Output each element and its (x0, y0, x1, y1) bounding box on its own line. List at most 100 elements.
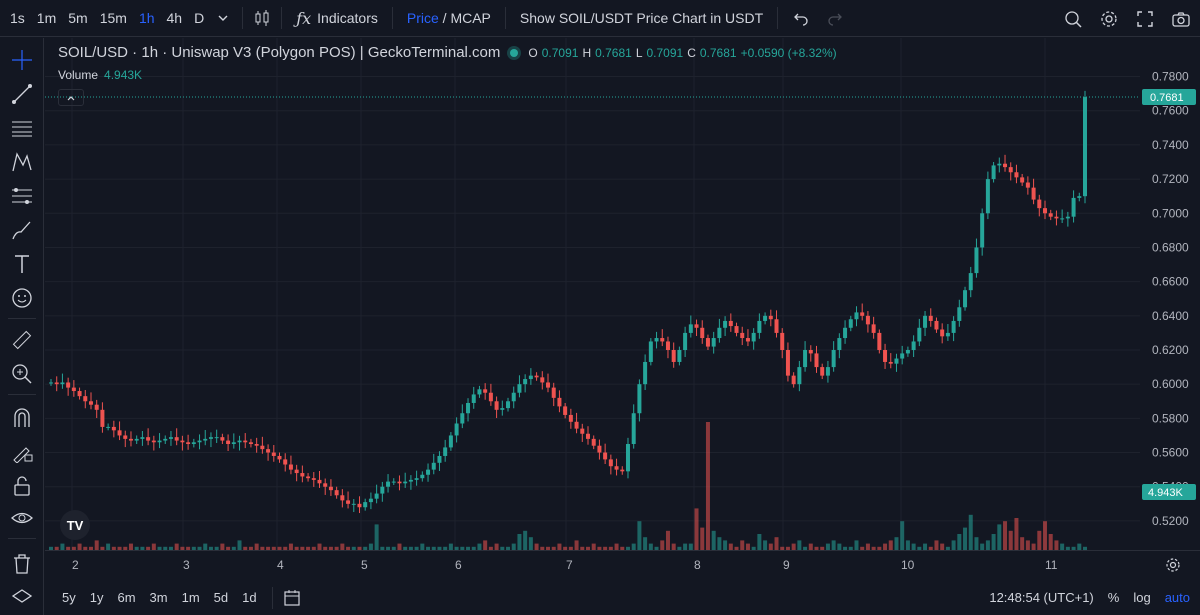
redo-icon[interactable] (824, 7, 846, 29)
price-tick-label: 0.5200 (1152, 514, 1189, 528)
candle-body (357, 503, 362, 508)
range-1m[interactable]: 1m (181, 590, 200, 605)
candle-body (968, 273, 973, 291)
layers-icon[interactable] (10, 586, 34, 610)
candle-body (134, 438, 139, 441)
candle-body (448, 435, 453, 448)
candle-body (163, 438, 168, 441)
candle-body (368, 498, 373, 503)
timeframe-group: 1s 1m 5m 15m 1h 4h D (0, 10, 210, 26)
range-5y[interactable]: 5y (62, 590, 76, 605)
candle-body (705, 338, 710, 347)
range-5d[interactable]: 5d (213, 590, 229, 605)
price-mcap-toggle[interactable]: Price / MCAP (401, 10, 497, 26)
candle-body (323, 483, 328, 487)
fullscreen-icon[interactable] (1134, 8, 1156, 30)
price-chart[interactable]: 0.7800 0.7600 0.7400 0.7200 0.7000 0.6800 0.66… (45, 38, 1200, 550)
lock-drawing-icon[interactable] (10, 440, 34, 464)
volume-bar (83, 546, 88, 550)
volume-bar (231, 546, 236, 550)
volume-bar (877, 546, 882, 550)
volume-bar (483, 540, 488, 550)
chevron-down-icon[interactable] (212, 7, 234, 29)
fib-icon[interactable] (10, 184, 34, 208)
candle-body (288, 464, 293, 470)
volume-bar (585, 546, 590, 550)
volume-bar (420, 543, 425, 550)
candle-body (1065, 216, 1070, 219)
clock-time[interactable]: 12:48:54 (UTC+1) (989, 590, 1094, 605)
indicators-button[interactable]: ƒx Indicators (290, 9, 384, 28)
candle-body (911, 341, 916, 350)
crosshair-icon[interactable] (10, 48, 34, 72)
candle-body (500, 408, 505, 410)
candle-type-icon[interactable] (251, 7, 273, 29)
range-6m[interactable]: 6m (117, 590, 136, 605)
candle-body (1054, 216, 1059, 219)
candle-body (768, 315, 773, 320)
volume-bar (357, 546, 362, 550)
timeframe-D[interactable]: D (194, 10, 205, 26)
candle-body (957, 307, 962, 321)
candle-body (608, 459, 613, 467)
undo-icon[interactable] (790, 7, 812, 29)
candle-body (757, 320, 762, 333)
candle-body (66, 382, 71, 388)
candle-body (431, 462, 436, 470)
volume-bar (951, 540, 956, 550)
candle-body (945, 332, 950, 337)
candle-body (740, 332, 745, 339)
auto-toggle[interactable]: auto (1164, 590, 1190, 605)
trash-icon[interactable] (10, 552, 34, 576)
drawing-toolbar (0, 38, 44, 615)
range-1d[interactable]: 1d (242, 590, 257, 605)
gear-icon[interactable] (1162, 554, 1184, 576)
volume-bar (323, 546, 328, 550)
show-usdt-button[interactable]: Show SOIL/USDT Price Chart in USDT (519, 10, 764, 26)
volume-bar (934, 540, 939, 550)
range-3m[interactable]: 3m (149, 590, 168, 605)
zoom-search-icon[interactable] (1062, 8, 1084, 30)
candle-body (374, 493, 379, 499)
brush-icon[interactable] (10, 218, 34, 242)
tradingview-logo[interactable]: TV (60, 510, 90, 540)
text-icon[interactable] (10, 252, 34, 276)
volume-bar (711, 530, 716, 550)
zoom-in-icon[interactable] (10, 362, 34, 386)
volume-bar (237, 540, 242, 550)
time-tick-label: 2 (72, 558, 79, 572)
candle-body (1031, 187, 1036, 200)
timeframe-15m[interactable]: 15m (99, 10, 127, 26)
symbol-title[interactable]: SOIL/USD · 1h · Uniswap V3 (Polygon POS)… (58, 44, 501, 61)
timeframe-1s[interactable]: 1s (10, 10, 25, 26)
timeframe-1m[interactable]: 1m (36, 10, 57, 26)
volume-bar (168, 546, 173, 550)
emoji-icon[interactable] (10, 286, 34, 310)
lock-icon[interactable] (10, 474, 34, 498)
percent-toggle[interactable]: % (1107, 590, 1120, 605)
camera-icon[interactable] (1170, 8, 1192, 30)
log-toggle[interactable]: log (1133, 590, 1151, 605)
range-1y[interactable]: 1y (89, 590, 104, 605)
mcap-option[interactable]: / MCAP (438, 10, 491, 26)
timeframe-4h[interactable]: 4h (166, 10, 183, 26)
calendar-icon[interactable] (281, 587, 303, 609)
timeframe-5m[interactable]: 5m (68, 10, 88, 26)
collapse-legend-button[interactable] (58, 89, 84, 106)
candle-body (700, 327, 705, 339)
trend-line-icon[interactable] (10, 82, 34, 106)
volume-bar (294, 546, 299, 550)
candle-body (351, 503, 356, 505)
timeframe-1h[interactable]: 1h (138, 10, 155, 26)
horizontal-lines-icon[interactable] (10, 116, 34, 140)
gear-icon[interactable] (1098, 8, 1120, 30)
volume-bar (260, 546, 265, 550)
magnet-icon[interactable] (10, 406, 34, 430)
volume-bar (705, 422, 710, 550)
price-option[interactable]: Price (406, 10, 439, 26)
candle-body (883, 350, 888, 362)
pattern-icon[interactable] (10, 150, 34, 174)
ruler-icon[interactable] (10, 328, 34, 352)
eye-icon[interactable] (10, 506, 34, 530)
volume-bar (306, 546, 311, 550)
